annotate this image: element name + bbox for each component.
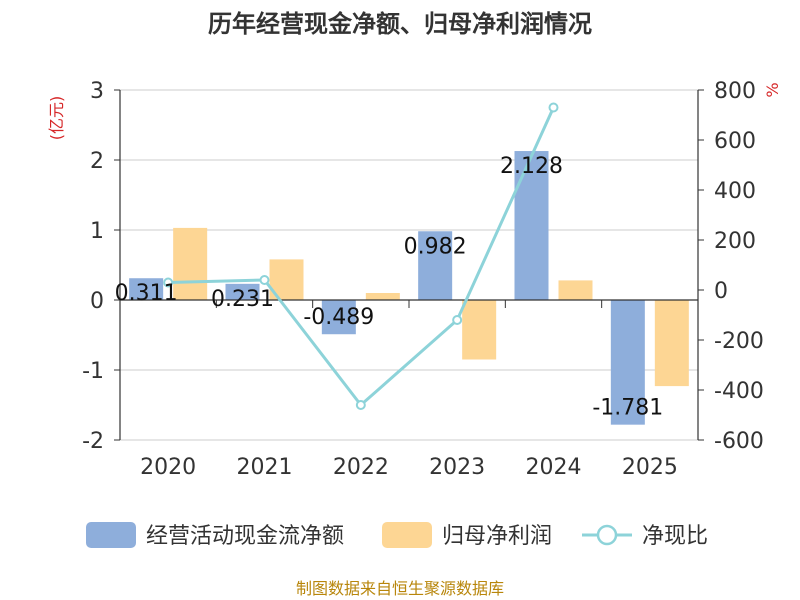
right-axis-tick: 600 (714, 129, 756, 154)
right-axis-tick: 200 (714, 229, 756, 254)
axes: -2 -1 0 1 2 3 -600 -400 -200 0 200 400 600 800 2020 202… (82, 79, 764, 480)
cashflow-data-label: 2.128 (500, 154, 563, 179)
left-axis-tick: 3 (90, 79, 104, 104)
category-label: 2022 (333, 455, 389, 480)
right-axis-tick: 0 (714, 279, 728, 304)
ratio-point-2020 (163, 277, 174, 288)
category-label: 2020 (140, 455, 196, 480)
cashflow-bar-2021 (225, 283, 260, 300)
profit-bar-2024 (558, 280, 593, 300)
cashflow-bar-2025 (610, 300, 645, 425)
left-axis-tick: 0 (90, 289, 104, 314)
ratio-point-2024 (548, 102, 559, 113)
right-axis-unit: % (763, 82, 782, 97)
ratio-point-2022 (355, 400, 366, 410)
legend-swatch-profit (382, 522, 432, 548)
right-axis-tick: -400 (714, 379, 764, 404)
ratio-line (163, 102, 559, 410)
left-axis-tick: -1 (82, 359, 104, 384)
ratio-point-2021 (259, 275, 270, 285)
cashflow-bar-2020 (129, 278, 164, 300)
legend-label-cashflow: 经营活动现金流净额 (146, 524, 344, 549)
category-label: 2023 (429, 455, 485, 480)
legend: 经营活动现金流净额 归母净利润 净现比 (86, 522, 708, 549)
data-labels: 0.311 0.231 -0.489 0.982 2.128 -1.781 (115, 154, 664, 421)
cashflow-data-label: 0.982 (404, 234, 467, 259)
left-axis-tick: 1 (90, 219, 104, 244)
cashflow-data-label: -1.781 (592, 396, 663, 421)
cashflow-bar-2023 (418, 231, 453, 300)
legend-marker-ratio (596, 524, 618, 546)
profit-bar-2020 (173, 227, 208, 300)
right-axis-tick: 400 (714, 179, 756, 204)
right-axis-tick: -600 (714, 429, 764, 454)
left-axis-tick: 2 (90, 149, 104, 174)
right-axis-tick: 800 (714, 79, 756, 104)
ratio-point-2023 (452, 315, 463, 325)
legend-label-ratio: 净现比 (642, 524, 708, 549)
chart-title: 历年经营现金净额、归母净利润情况 (208, 10, 592, 38)
category-label: 2024 (526, 455, 582, 480)
profit-bar-2025 (654, 300, 689, 387)
category-label: 2021 (237, 455, 293, 480)
cashflow-data-label: 0.311 (115, 281, 178, 306)
profit-bar-2023 (462, 300, 497, 360)
ratio-line-path (168, 106, 555, 408)
right-axis-tick: -200 (714, 329, 764, 354)
cashflow-bar-2022 (321, 300, 356, 335)
category-label: 2025 (622, 455, 678, 480)
legend-swatch-cashflow (86, 522, 136, 548)
left-axis-tick: -2 (82, 429, 104, 454)
legend-label-profit: 归母净利润 (442, 524, 552, 549)
cashflow-data-label: -0.489 (303, 305, 374, 330)
profit-bar-2022 (365, 293, 400, 300)
cashflow-bar-2024 (514, 151, 549, 300)
left-axis-unit: (亿元) (47, 96, 66, 141)
bars (129, 151, 689, 425)
source-note: 制图数据来自恒生聚源数据库 (296, 579, 504, 598)
cashflow-data-label: 0.231 (211, 287, 274, 312)
